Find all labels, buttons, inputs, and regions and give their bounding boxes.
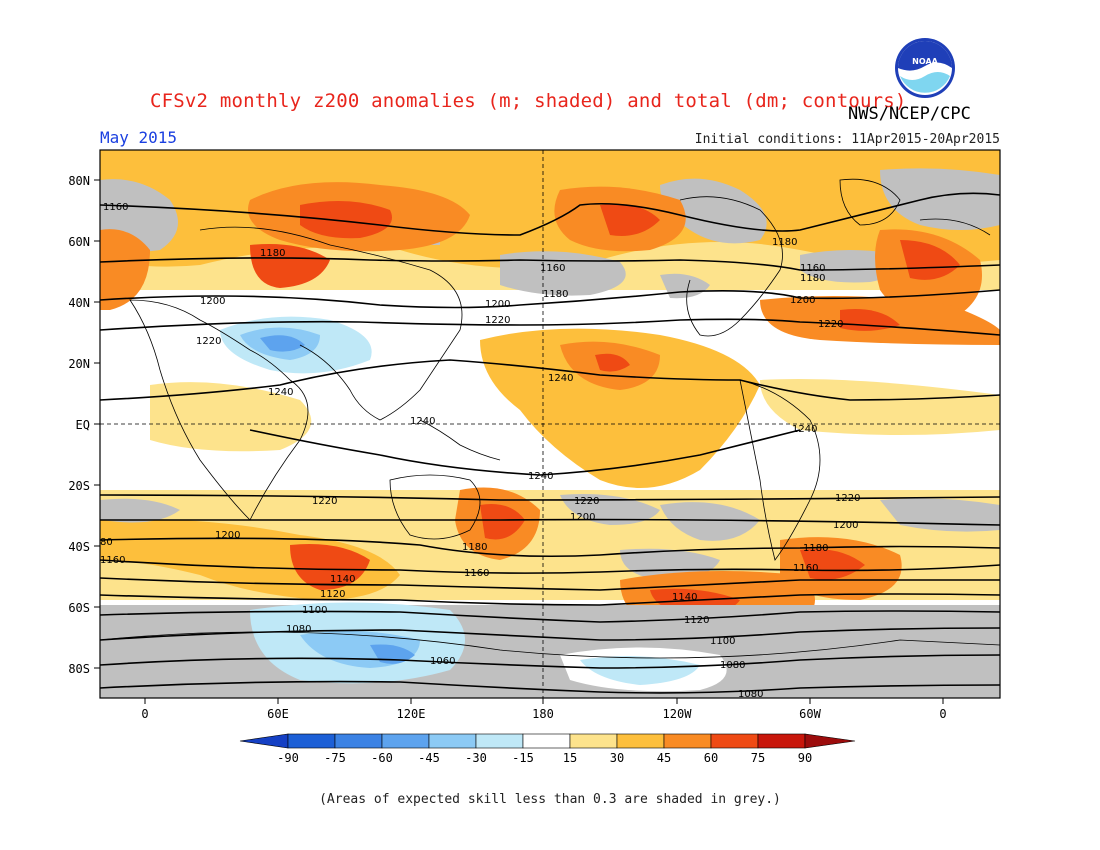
contour-label: 1200 (200, 296, 225, 307)
lon-label: 120E (397, 707, 426, 721)
contour-label: 1220 (574, 496, 599, 507)
contour-label: 1220 (312, 496, 337, 507)
lat-label: 60N (68, 235, 90, 249)
initial-conditions: Initial conditions: 11Apr2015-20Apr2015 (694, 132, 1000, 147)
noaa-logo: NOAA (895, 38, 955, 98)
contour-label: 1160 (464, 568, 489, 579)
skill-footnote: (Areas of expected skill less than 0.3 a… (319, 792, 781, 807)
lat-label: 80S (68, 662, 90, 676)
contour-label: 1240 (528, 471, 553, 482)
lon-label: 120W (663, 707, 693, 721)
contour-label: 1200 (790, 295, 815, 306)
colorbar-segment (569, 733, 618, 749)
colorbar-label: -45 (418, 751, 440, 765)
coastlines (100, 178, 1000, 659)
contour-label: 1220 (196, 336, 221, 347)
lat-label: 20S (68, 479, 90, 493)
colorbar-segment (475, 733, 524, 749)
contour-label: 1160 (100, 555, 125, 566)
contour-label: 1180 (462, 542, 487, 553)
contour-label: 1160 (800, 263, 825, 274)
contour-labels: 1160 1180 1200 1220 1240 1240 1240 1240 … (100, 202, 860, 700)
colorbar-label: 45 (657, 751, 671, 765)
colorbar-label: -60 (371, 751, 393, 765)
colorbar-segment (757, 733, 806, 749)
contour-label: 1240 (268, 387, 293, 398)
longitude-labels: 0 60E 120E 180 120W 60W 0 (141, 707, 946, 721)
contour-label: 1200 (833, 520, 858, 531)
forecast-month: May 2015 (100, 128, 178, 147)
contour-label: 1100 (710, 636, 735, 647)
contour-label: 1180 (772, 237, 797, 248)
lat-label: 40S (68, 540, 90, 554)
contour-label: 1180 (260, 248, 285, 259)
contour-label: 1080 (738, 689, 763, 700)
colorbar-label: -75 (324, 751, 346, 765)
contour-label: 1180 (803, 543, 828, 554)
colorbar-arrow-high (804, 733, 856, 749)
contour-label: 1100 (302, 605, 327, 616)
lat-label: 60S (68, 601, 90, 615)
contour-label: 1080 (720, 660, 745, 671)
colorbar-label: -15 (512, 751, 534, 765)
lat-label: 20N (68, 357, 90, 371)
contour-label: 1240 (548, 373, 573, 384)
map-figure: NOAA (68, 38, 1001, 765)
contour-label: 1060 (430, 656, 455, 667)
contour-label: 1140 (672, 592, 697, 603)
contour-label: 1120 (684, 615, 709, 626)
agency-label: NWS/NCEP/CPC (848, 104, 971, 124)
lon-label: 0 (939, 707, 946, 721)
contour-label: 1200 (485, 299, 510, 310)
colorbar-label: -90 (277, 751, 299, 765)
contour-label: 1160 (103, 202, 128, 213)
colorbar-label: 60 (704, 751, 718, 765)
colorbar: -90 -75 -60 -45 -30 -15 15 30 45 60 75 90 (239, 733, 856, 765)
lon-label: 60W (799, 707, 821, 721)
tick-marks (94, 179, 944, 704)
lon-label: 60E (267, 707, 289, 721)
map-title: CFSv2 monthly z200 anomalies (m; shaded)… (150, 90, 907, 112)
contour-label: 80 (100, 537, 113, 548)
graticule (100, 150, 1000, 698)
contour-label: 1200 (570, 512, 595, 523)
colorbar-segment (663, 733, 712, 749)
colorbar-label: -30 (465, 751, 487, 765)
contour-label: 1240 (410, 416, 435, 427)
contour-label: 1140 (330, 574, 355, 585)
lon-label: 180 (532, 707, 554, 721)
colorbar-segment (334, 733, 383, 749)
contour-label: 1080 (286, 624, 311, 635)
height-contours (100, 192, 1000, 694)
contour-label: 1240 (792, 424, 817, 435)
colorbar-label: 90 (798, 751, 812, 765)
colorbar-segment (428, 733, 477, 749)
contour-label: 1200 (215, 530, 240, 541)
contour-label: 1160 (793, 563, 818, 574)
contour-label: 1120 (320, 589, 345, 600)
contour-label: 1220 (818, 319, 843, 330)
contour-label: 1180 (800, 273, 825, 284)
noaa-logo-text: NOAA (912, 57, 938, 66)
lat-label: 80N (68, 174, 90, 188)
lat-label: EQ (76, 418, 90, 432)
colorbar-segment (381, 733, 430, 749)
contour-label: 1220 (835, 493, 860, 504)
colorbar-segment (287, 733, 336, 749)
colorbar-arrow-low (239, 733, 289, 749)
colorbar-label: 15 (563, 751, 577, 765)
lat-label: 40N (68, 296, 90, 310)
colorbar-label: 75 (751, 751, 765, 765)
colorbar-segment (522, 733, 571, 749)
latitude-labels: 80N 60N 40N 20N EQ 20S 40S 60S 80S (68, 174, 90, 676)
colorbar-segment (616, 733, 665, 749)
colorbar-label: 30 (610, 751, 624, 765)
colorbar-segment (710, 733, 759, 749)
contour-label: 1160 (540, 263, 565, 274)
contour-label: 1180 (543, 289, 568, 300)
contour-label: 1220 (485, 315, 510, 326)
lon-label: 0 (141, 707, 148, 721)
